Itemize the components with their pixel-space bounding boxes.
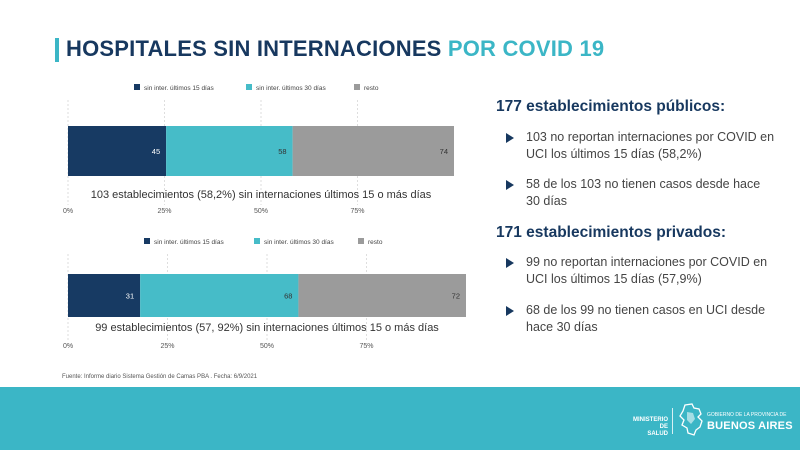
chart-caption: 103 establecimientos (58,2%) sin interna…	[91, 189, 432, 201]
bar-value-label: 68	[284, 292, 292, 301]
chart-caption: 99 establecimientos (57, 92%) sin intern…	[95, 322, 439, 334]
bullet-triangle-icon	[506, 180, 514, 190]
x-tick-label: 75%	[350, 208, 364, 215]
public-point-1-text: 103 no reportan internaciones por COVID …	[526, 130, 775, 161]
bar-segment	[68, 126, 167, 176]
private-point-1: 99 no reportan internaciones por COVID e…	[506, 254, 776, 288]
bar-value-label: 31	[126, 292, 134, 301]
private-point-1-text: 99 no reportan internaciones por COVID e…	[526, 255, 768, 286]
ministry-logo-text: MINISTERIO DE SALUD	[630, 417, 668, 438]
bar-value-label: 58	[278, 147, 286, 156]
legend-swatch	[358, 238, 364, 244]
legend-label: resto	[364, 85, 379, 92]
bar-segment	[298, 274, 466, 317]
x-tick-label: 50%	[260, 343, 274, 350]
public-point-1: 103 no reportan internaciones por COVID …	[506, 129, 776, 163]
bullet-triangle-icon	[506, 133, 514, 143]
bar-segment	[292, 126, 454, 176]
legend-label: resto	[368, 239, 383, 246]
footer-band	[0, 387, 800, 450]
bar-segment	[140, 274, 299, 317]
title-main: HOSPITALES SIN INTERNACIONES	[66, 36, 442, 61]
public-hospitals-chart: sin inter. últimos 15 días sin inter. últ…	[58, 80, 478, 222]
bar-value-label: 45	[152, 147, 160, 156]
public-point-2-text: 58 de los 103 no tienen casos desde hace…	[526, 177, 761, 208]
legend-label: sin inter. últimos 15 días	[144, 85, 214, 92]
title-accent: POR COVID 19	[447, 36, 605, 61]
gov-line-1: GOBIERNO DE LA PROVINCIA DE	[707, 412, 787, 418]
ministry-line-1: MINISTERIO DE	[632, 417, 668, 430]
page-title: HOSPITALES SIN INTERNACIONES POR COVID 1…	[66, 36, 604, 62]
legend-label: sin inter. últimos 15 días	[154, 239, 224, 246]
gov-line-2: BUENOS AIRES	[707, 420, 793, 432]
public-point-2: 58 de los 103 no tienen casos desde hace…	[506, 176, 776, 210]
bar-value-label: 74	[440, 147, 448, 156]
legend-label: sin inter. últimos 30 días	[256, 85, 326, 92]
public-heading: 177 establecimientos públicos:	[496, 98, 726, 115]
x-tick-label: 25%	[160, 343, 174, 350]
x-tick-label: 50%	[254, 208, 268, 215]
province-map-icon	[678, 403, 704, 442]
legend-label: sin inter. últimos 30 días	[264, 239, 334, 246]
legend-swatch	[134, 84, 140, 90]
source-note: Fuente: Informe diario Sistema Gestión d…	[62, 374, 258, 380]
private-point-2-text: 68 de los 99 no tienen casos en UCI desd…	[526, 303, 766, 334]
legend-swatch	[254, 238, 260, 244]
x-tick-label: 0%	[63, 343, 73, 350]
private-point-2: 68 de los 99 no tienen casos en UCI desd…	[506, 302, 776, 336]
legend-swatch	[354, 84, 360, 90]
logo-divider	[672, 408, 673, 434]
legend-swatch	[246, 84, 252, 90]
private-heading: 171 establecimientos privados:	[496, 224, 727, 241]
x-tick-label: 75%	[359, 343, 373, 350]
bar-segment	[68, 274, 141, 317]
bar-value-label: 72	[452, 292, 460, 301]
private-hospitals-chart: sin inter. últimos 15 días sin inter. últ…	[58, 232, 478, 357]
ministry-line-2: SALUD	[647, 431, 668, 437]
legend-swatch	[144, 238, 150, 244]
bullet-triangle-icon	[506, 258, 514, 268]
x-tick-label: 25%	[157, 208, 171, 215]
bar-segment	[166, 126, 293, 176]
bullet-triangle-icon	[506, 306, 514, 316]
x-tick-label: 0%	[63, 208, 73, 215]
title-accent-bar	[55, 38, 59, 62]
